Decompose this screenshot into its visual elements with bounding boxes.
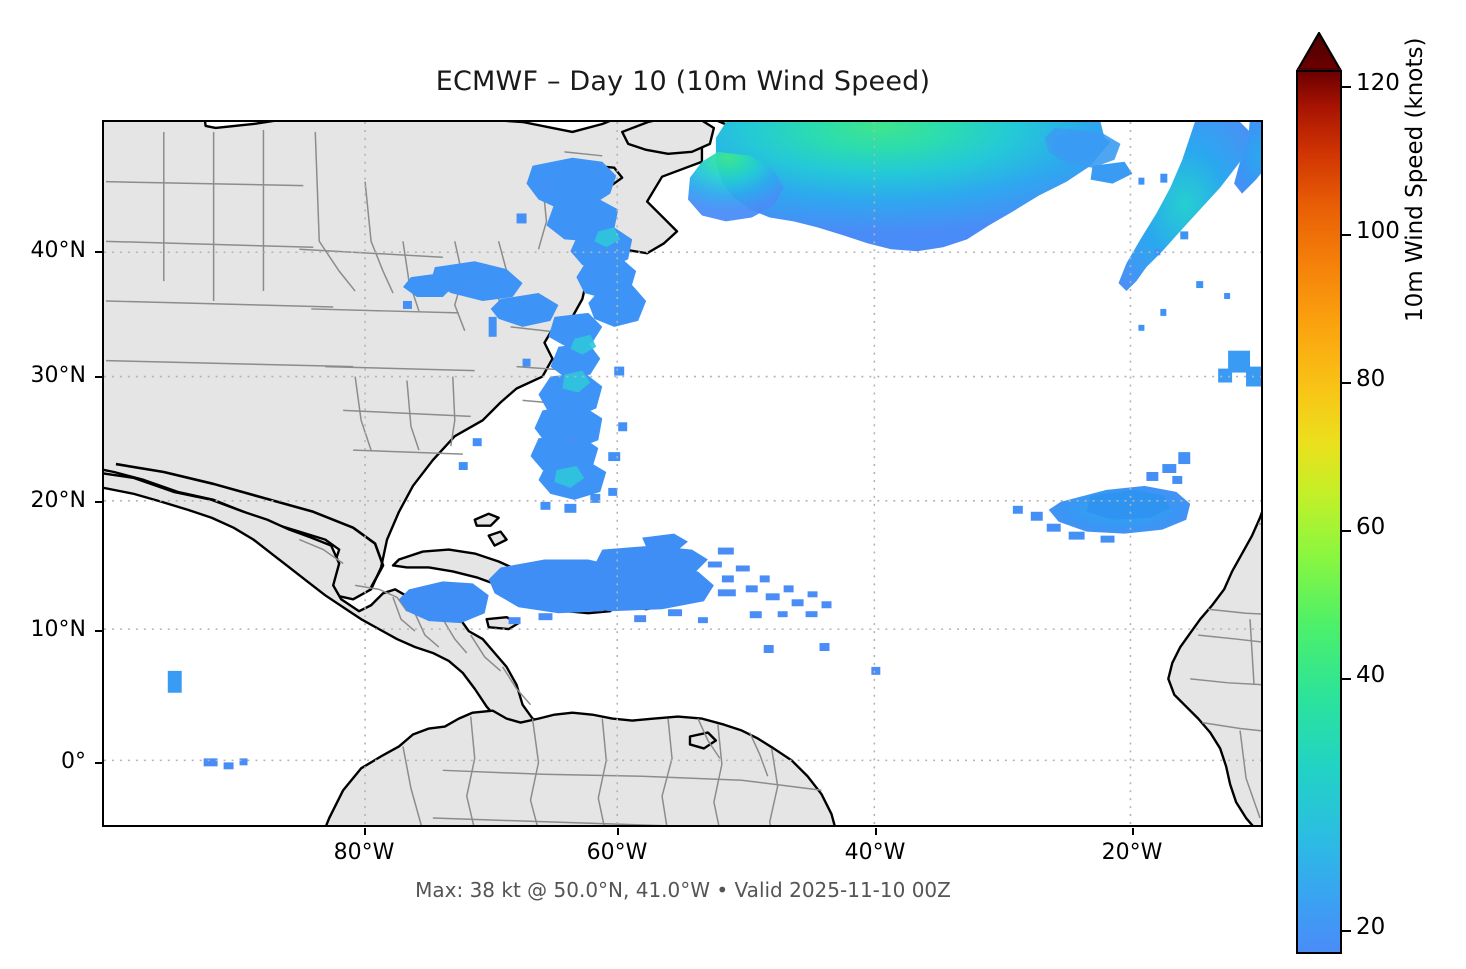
land-polygons [104, 122, 1261, 825]
colorbar[interactable]: 120 100 80 60 40 20 10m Wind Speed (knot… [1296, 22, 1466, 954]
wind-jet-nw-africa-core [1086, 489, 1171, 520]
ytick-mark-30n [95, 376, 102, 378]
xtick-mark-40w [875, 828, 877, 835]
colorbar-tick-20 [1342, 930, 1351, 932]
gridlines [104, 122, 1261, 825]
wind-streak-ne-atlantic-4 [1090, 161, 1133, 184]
xtick-mark-20w [1132, 828, 1134, 835]
wind-field-us-east-coast-cyan [554, 227, 621, 488]
africa-landmass [1167, 511, 1261, 825]
ytick-label-40n: 40°N [30, 238, 86, 263]
colorbar-tick-100 [1342, 234, 1351, 236]
xtick-label-20w: 20°W [1101, 840, 1163, 865]
colorbar-label-80: 80 [1356, 366, 1386, 392]
wind-speed-field [167, 122, 1261, 770]
wind-speckle-equatorial [203, 758, 248, 770]
colorbar-label-100: 100 [1356, 218, 1400, 244]
colorbar-tick-40 [1342, 678, 1351, 680]
wind-patch-madeira [1218, 350, 1261, 387]
ytick-label-10n: 10°N [30, 617, 86, 642]
colorbar-tick-60 [1342, 530, 1351, 532]
wind-patch-tehuantepec [167, 670, 182, 693]
colorbar-label-20: 20 [1356, 914, 1386, 940]
xtick-label-40w: 40°W [844, 840, 906, 865]
map-canvas [104, 122, 1261, 825]
wind-speckle-caribbean [508, 547, 881, 675]
ytick-label-30n: 30°N [30, 363, 86, 388]
xtick-mark-80w [364, 828, 366, 835]
ytick-mark-10n [95, 630, 102, 632]
colorbar-label-40: 40 [1356, 662, 1386, 688]
page-title: ECMWF – Day 10 (10m Wind Speed) [435, 66, 931, 97]
wind-blob-north-atlantic [715, 122, 1107, 252]
wind-streak-ne-atlantic-1 [1118, 122, 1253, 292]
xtick-label-60w: 60°W [586, 840, 648, 865]
coastline-emphasis [115, 462, 385, 588]
ytick-label-20n: 20°N [30, 488, 86, 513]
ytick-mark-40n [95, 251, 102, 253]
colorbar-label-60: 60 [1356, 514, 1386, 540]
colorbar-tick-120 [1342, 86, 1351, 88]
wind-field-caribbean-trades [398, 533, 714, 624]
wind-speckle-sargasso [402, 181, 628, 513]
wind-streak-ne-atlantic-2 [1234, 122, 1261, 194]
figure-subtitle: Max: 38 kt @ 50.0°N, 41.0°W • Valid 2025… [415, 878, 951, 902]
colorbar-extend-max-arrow [1296, 32, 1342, 72]
newfoundland-landmass [621, 122, 716, 156]
bahamas-landmass [473, 512, 508, 547]
xtick-label-80w: 80°W [333, 840, 395, 865]
map-plot-area[interactable] [102, 120, 1263, 827]
north-america-landmass [104, 122, 704, 601]
ytick-mark-0 [95, 762, 102, 764]
wind-streak-ne-atlantic-3 [1052, 131, 1111, 160]
admin-borders [105, 129, 1261, 825]
wind-blob-north-atlantic-west-lobe [687, 151, 784, 222]
colorbar-title: 10m Wind Speed (knots) [1402, 37, 1428, 322]
colorbar-gradient[interactable] [1296, 70, 1342, 954]
colorbar-tick-80 [1342, 382, 1351, 384]
ytick-label-0: 0° [61, 749, 86, 774]
xtick-mark-60w [617, 828, 619, 835]
colorbar-label-120: 120 [1356, 70, 1400, 96]
south-america-landmass [325, 709, 836, 825]
ytick-mark-20n [95, 501, 102, 503]
wind-speckle-nw-africa [1012, 452, 1191, 543]
